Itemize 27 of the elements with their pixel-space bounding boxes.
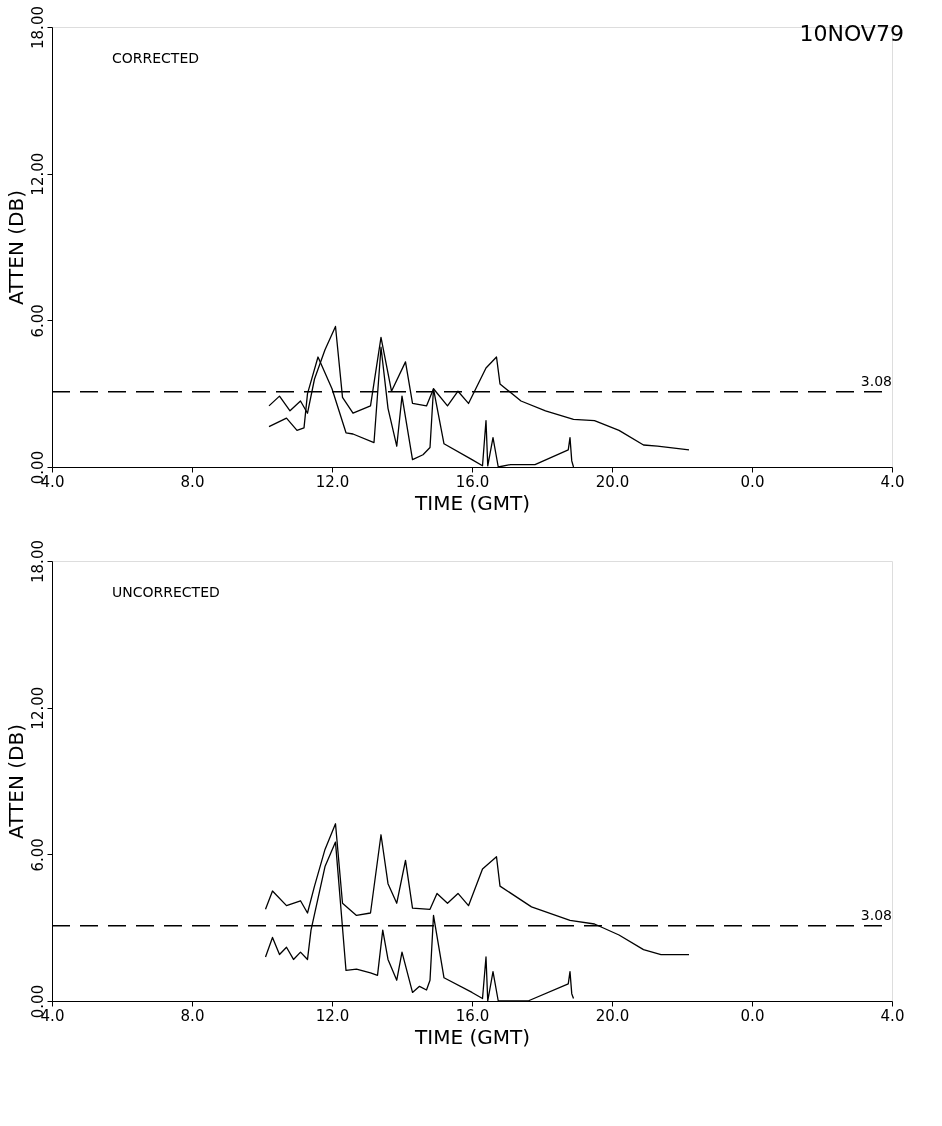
x-tick-label: 4.0 xyxy=(880,1006,905,1025)
x-tick-label: 4.0 xyxy=(880,472,905,491)
y-tick-label: 6.00 xyxy=(28,304,47,338)
y-tick-label: 18.00 xyxy=(28,6,47,49)
x-tick-label: 20.0 xyxy=(595,472,630,491)
y-tick-label: 12.00 xyxy=(28,686,47,730)
x-axis-title: TIME (GMT) xyxy=(414,1024,530,1049)
annotation: CORRECTED xyxy=(112,50,200,66)
x-tick-label: 16.0 xyxy=(455,1006,490,1025)
x-tick-label: 8.0 xyxy=(180,1006,205,1025)
x-tick-label: 16.0 xyxy=(455,472,490,491)
x-tick-label: 0.0 xyxy=(740,472,765,491)
ref-line-label: 3.08 xyxy=(860,906,892,923)
ref-line-label: 3.08 xyxy=(860,372,892,389)
y-tick-label: 6.00 xyxy=(28,838,47,872)
x-tick-label: 8.0 xyxy=(180,472,205,491)
y-tick-label: 18.00 xyxy=(28,540,47,583)
x-tick-label: 12.0 xyxy=(315,1006,350,1025)
y-axis-title: ATTEN (DB) xyxy=(3,724,28,839)
x-tick-label: 20.0 xyxy=(595,1006,630,1025)
y-tick-label: 12.00 xyxy=(28,152,47,196)
x-tick-label: 0.0 xyxy=(740,1006,765,1025)
chart-title: 10NOV79 xyxy=(799,20,904,46)
annotation: UNCORRECTED xyxy=(112,584,220,600)
y-axis-title: ATTEN (DB) xyxy=(3,190,28,305)
x-tick-label: 12.0 xyxy=(315,472,350,491)
x-axis-title: TIME (GMT) xyxy=(414,490,530,515)
